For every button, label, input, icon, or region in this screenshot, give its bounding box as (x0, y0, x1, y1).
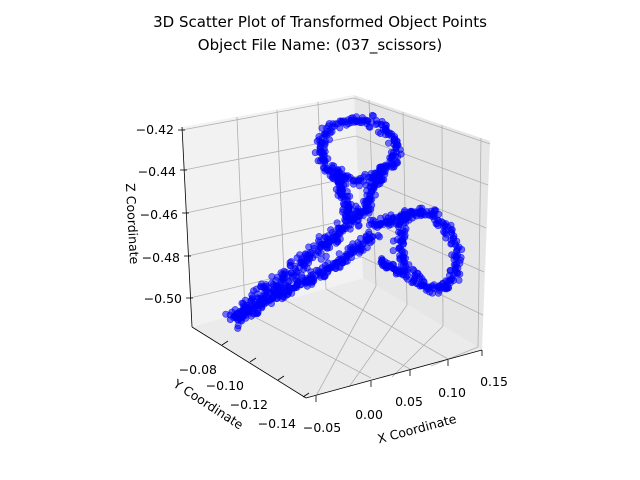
x-tick-label: 0.15 (480, 374, 508, 389)
scatter-point (317, 242, 325, 250)
y-tick-label: −0.12 (230, 397, 268, 412)
x-axis-label: X Coordinate (376, 411, 458, 447)
scatter-point (334, 169, 342, 177)
scatter-point (430, 281, 438, 289)
scatter-point (348, 217, 356, 225)
scatter-point (284, 282, 292, 290)
scatter-point (239, 299, 247, 307)
scatter-point (310, 242, 318, 250)
scatter-point (442, 227, 450, 235)
scatter-point (335, 250, 343, 258)
scatter-point (448, 229, 456, 237)
z-ticks: −0.42 −0.44 −0.46 −0.48 −0.50 (136, 122, 193, 306)
scatter-point (327, 226, 335, 234)
scatter-point (364, 117, 372, 125)
scatter-point (383, 163, 391, 171)
z-tick-label: −0.50 (144, 291, 182, 306)
scatter-point (433, 220, 441, 228)
z-tick-label: −0.48 (142, 250, 180, 265)
scatter-point (286, 261, 294, 269)
scatter-point (354, 216, 362, 224)
scatter-point (322, 252, 330, 260)
x-tick-label: 0.00 (355, 407, 383, 422)
scatter-point (430, 210, 438, 218)
scatter-point (268, 273, 276, 281)
scatter-point (442, 234, 450, 242)
scatter-point (375, 233, 383, 241)
scatter-point (392, 145, 400, 153)
scatter-point (341, 216, 349, 224)
scatter-point (297, 256, 305, 264)
y-tick-label: −0.14 (258, 416, 296, 431)
scatter-point (320, 234, 328, 242)
scatter-point (400, 208, 408, 216)
scatter-point (455, 276, 463, 284)
scatter-point (366, 235, 374, 243)
x-tick-label: 0.10 (438, 385, 466, 400)
z-tick-label: −0.42 (136, 122, 174, 137)
x-tick-label: −0.05 (303, 420, 341, 435)
x-tick-label: 0.05 (395, 394, 423, 409)
scatter-point (252, 309, 260, 317)
scatter-point (400, 253, 408, 261)
scatter-point (324, 166, 332, 174)
scatter-point (419, 211, 427, 219)
scatter-point (326, 129, 334, 137)
scatter-point (386, 129, 394, 137)
chart-subtitle: Object File Name: (037_scissors) (198, 36, 442, 55)
scatter-point (293, 269, 301, 277)
y-axis-line (191, 326, 307, 399)
y-tick-label: −0.10 (206, 378, 244, 393)
scatter-point (403, 268, 411, 276)
scatter-point (359, 246, 367, 254)
z-axis-line (181, 126, 193, 328)
axis-lines (181, 126, 483, 399)
scatter-point (390, 161, 398, 169)
scatter-point (447, 240, 455, 248)
scatter-point (397, 268, 405, 276)
scatter-point (242, 314, 250, 322)
chart-title: 3D Scatter Plot of Transformed Object Po… (153, 13, 487, 31)
x-axis-line (305, 349, 483, 399)
y-tick-label: −0.08 (179, 362, 217, 377)
scatter-point (346, 192, 354, 200)
scatter-point (333, 219, 341, 227)
z-tick-label: −0.46 (140, 207, 178, 222)
z-tick-label: −0.44 (138, 164, 176, 179)
scatter-point (324, 264, 332, 272)
scatter-point (389, 247, 397, 255)
scatter-point (453, 269, 461, 277)
x-ticks: −0.05 0.00 0.05 0.10 0.15 (303, 350, 508, 435)
scatter-point (450, 261, 458, 269)
scatter-point (311, 149, 319, 157)
scatter-point (316, 157, 324, 165)
scatter-point (279, 275, 287, 283)
scatter-points (222, 111, 466, 332)
scatter-point (294, 278, 302, 286)
z-axis-label: Z Coordinate (123, 183, 142, 265)
scatter-point (423, 285, 431, 293)
scatter-point (376, 163, 384, 171)
y-ticks: −0.08 −0.10 −0.12 −0.14 (179, 340, 310, 431)
